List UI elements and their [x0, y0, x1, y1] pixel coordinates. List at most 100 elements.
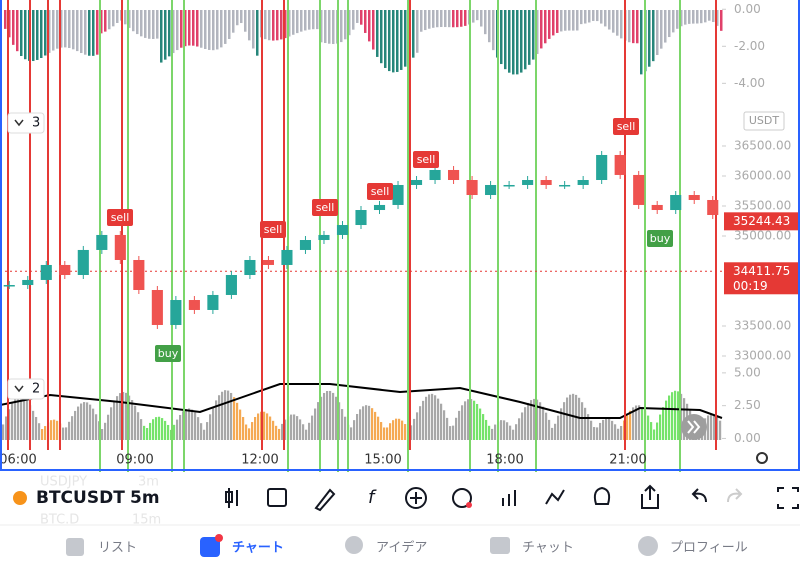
osc-bar [656, 10, 659, 55]
signal-tag [312, 199, 338, 216]
signal-label: sell [417, 153, 436, 166]
signal-tag [647, 230, 673, 247]
volume-bar [527, 402, 530, 440]
y-tick-label: 33500.00 [734, 318, 791, 332]
volume-bar [101, 429, 104, 440]
volume-bar [95, 414, 98, 440]
x-tick-label: 12:00 [241, 453, 278, 468]
volume-bar [491, 428, 494, 440]
osc-bar [688, 10, 691, 24]
settings-icon[interactable] [756, 452, 768, 464]
osc-bar [312, 10, 315, 30]
volume-bar [641, 406, 644, 440]
volume-bar [569, 394, 572, 440]
nav-item[interactable]: リスト [98, 541, 137, 556]
volume-bar [23, 397, 26, 440]
nav-icon[interactable] [638, 536, 658, 556]
candle-body [373, 204, 386, 211]
last-price-tag [724, 212, 800, 231]
osc-bar [704, 10, 707, 23]
candle-body [207, 294, 219, 310]
osc-bar [212, 10, 215, 51]
share-icon[interactable] [641, 484, 659, 509]
volume-bar [152, 419, 155, 440]
volume-bar [302, 424, 305, 440]
nav-item[interactable]: プロフィール [670, 541, 748, 556]
candle-body [596, 154, 608, 181]
volume-bar [44, 426, 47, 440]
osc-bar [84, 10, 87, 55]
volume-bar [665, 400, 668, 440]
candle-body [318, 234, 330, 241]
candle-body [151, 289, 163, 325]
volume-bar [458, 410, 461, 440]
osc-bar [680, 10, 683, 27]
osc-bar [588, 10, 591, 23]
volume-bar [329, 390, 332, 440]
y-tick-label: 0.00 [734, 431, 761, 445]
candle-icon[interactable] [225, 488, 238, 508]
osc-bar [692, 10, 695, 24]
volume-bar [92, 408, 95, 440]
osc-bar [80, 10, 83, 54]
symbol-icon[interactable] [13, 491, 27, 505]
interval[interactable]: 5m [130, 488, 160, 508]
volume-bar [71, 416, 74, 440]
compare-icon[interactable] [267, 488, 287, 507]
osc-bar [544, 10, 547, 44]
volume-bar [449, 426, 452, 440]
osc-bar [224, 10, 227, 44]
nav-icon[interactable] [200, 537, 220, 557]
pane-toggle [7, 112, 45, 134]
osc-bar [268, 10, 271, 41]
volume-bar [509, 425, 512, 440]
osc-bar [504, 10, 507, 70]
draw-icon[interactable] [314, 488, 336, 512]
add-icon[interactable] [405, 487, 427, 509]
volume-bar [362, 406, 365, 440]
nav-icon[interactable] [66, 538, 84, 556]
volume-bar [707, 415, 710, 440]
osc-bar [128, 10, 131, 28]
volume-bar [521, 412, 524, 440]
bars-icon[interactable] [502, 490, 516, 506]
nav-item[interactable]: アイデア [376, 540, 427, 556]
indicator-icon[interactable]: f [368, 487, 377, 508]
symbol[interactable]: BTCUSDT [36, 488, 125, 508]
osc-bar [276, 10, 279, 41]
nav-item[interactable]: チャット [522, 541, 574, 556]
nav-item[interactable]: チャート [232, 541, 284, 556]
volume-bar [467, 399, 470, 440]
volume-bar [506, 422, 509, 440]
volume-bar [530, 400, 533, 440]
undo-icon[interactable] [691, 488, 707, 503]
volume-bar [674, 390, 677, 440]
fullscreen-icon[interactable] [777, 487, 799, 509]
alert-icon[interactable] [452, 488, 472, 508]
osc-bar [196, 10, 199, 47]
osc-bar [708, 10, 711, 21]
line-icon[interactable] [545, 489, 565, 505]
nav-icon[interactable] [345, 536, 363, 554]
idea-icon[interactable] [593, 486, 611, 505]
nav-icon[interactable] [490, 537, 510, 554]
volume-bar [188, 408, 191, 440]
candle-body [485, 184, 497, 196]
osc-bar [176, 10, 179, 51]
volume-bar [203, 429, 206, 440]
volume-bar [155, 417, 158, 440]
pane-chevron [14, 119, 24, 127]
volume-bar [650, 422, 653, 440]
osc-bar [208, 10, 211, 50]
osc-bar [256, 10, 259, 56]
osc-bar [384, 10, 387, 68]
currency-box [743, 111, 785, 131]
osc-bar [436, 10, 439, 28]
osc-bar [560, 10, 563, 32]
y-tick-label: 36500.00 [734, 138, 791, 152]
volume-bar [35, 416, 38, 440]
volume-bar [14, 399, 17, 440]
volume-bar [191, 409, 194, 440]
volume-bar [146, 428, 149, 440]
osc-bar [380, 10, 383, 64]
